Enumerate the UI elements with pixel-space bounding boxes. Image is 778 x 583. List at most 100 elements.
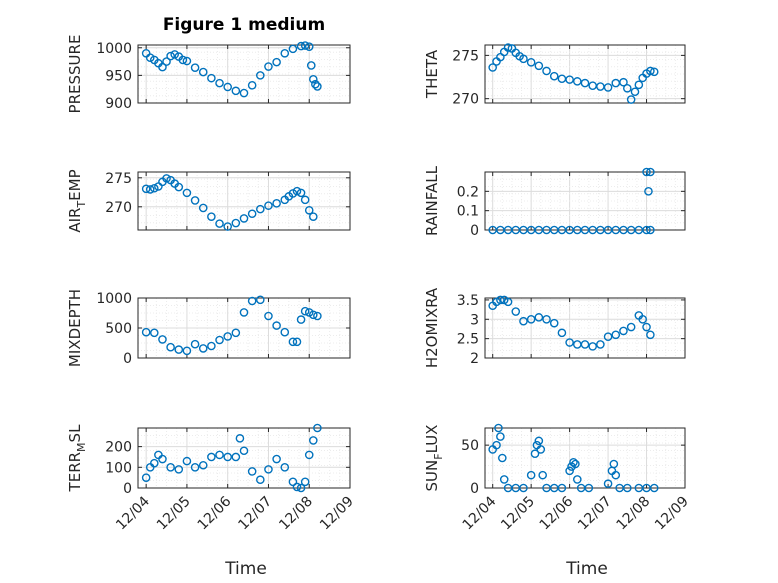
subplot-1: 900 950 1000 PRESSURE Figure 1 medium [66,15,351,113]
data-point [309,74,318,84]
data-point [174,182,184,192]
data-point [638,314,647,324]
data-point [309,436,318,445]
data-point [611,470,621,480]
data-point [584,483,594,493]
y-tick-label: 0 [123,481,132,497]
data-point [300,477,310,487]
data-point [272,454,281,464]
x-tick-label: 12/07 [575,494,615,534]
data-point [630,87,640,97]
data-point [288,44,298,54]
x-tick-label: 12/09 [652,494,692,534]
y-tick-label: 3 [470,312,479,328]
data-point [280,48,290,58]
data-point [542,66,551,76]
data-point [145,53,155,63]
data-series [488,295,655,351]
data-point [580,340,590,349]
y-tick-label: 0 [470,223,479,239]
data-point [272,321,281,330]
data-point [611,330,621,340]
data-point [488,63,497,72]
data-point [309,212,318,221]
data-point [646,225,655,235]
data-point [170,50,179,59]
data-point [498,453,507,463]
data-point [166,342,175,352]
data-point [503,43,513,52]
data-point [239,88,249,98]
y-tick-label: 500 [105,321,132,337]
data-point [623,483,632,493]
data-point [292,186,302,196]
data-point [207,73,216,83]
data-point [231,328,241,338]
data-point [580,78,590,88]
data-point [162,174,171,183]
data-point [231,452,241,462]
y-tick-label: 0 [470,481,479,497]
data-point [207,212,216,221]
data-point [300,306,310,316]
data-point [256,71,265,80]
data-point [534,436,544,446]
x-tick-label: 12/05 [154,494,194,534]
data-point [296,315,306,324]
grid [138,297,351,359]
y-tick-label: 270 [105,200,132,216]
data-point [530,449,540,459]
grid [485,428,686,489]
data-point [642,322,651,332]
data-point [288,337,298,347]
y-tick-label: 900 [105,96,132,112]
y-tick-label: 2 [470,351,479,367]
y-axis-label: RAINFALL [423,165,441,236]
data-point [573,340,582,349]
data-point [182,456,192,466]
subplot-6: 2 2.5 3 3.5 H2OMIXRA [423,287,686,368]
data-point [534,61,544,71]
data-point [162,57,171,66]
data-series [488,423,659,493]
data-point [304,205,314,215]
data-point [256,204,265,214]
data-point [288,477,298,487]
data-point [596,82,605,91]
data-point [634,80,644,90]
y-tick-label: 50 [461,438,479,454]
data-point [623,83,632,93]
data-point [223,332,232,341]
data-point [603,479,613,489]
data-point [207,341,216,351]
x-tick-label: 12/05 [498,494,538,534]
data-point [649,67,659,77]
data-point [264,201,273,210]
data-point [231,86,241,96]
data-point [198,344,208,353]
data-point [503,297,513,307]
data-point [158,62,167,72]
x-axis-label: Time [565,559,608,579]
data-point [190,339,200,349]
y-tick-label: 1000 [96,291,132,307]
y-axis-label: MIXDEPTH [66,289,84,367]
data-point [646,66,655,76]
data-point [603,332,613,342]
axes-box [484,44,686,104]
y-tick-label: 0 [123,351,132,367]
data-point [644,187,653,196]
data-point [642,225,651,235]
data-point [557,328,567,338]
data-point [496,295,505,305]
subplot-7: 0 100 200 TERRMSL 12/04 12/05 12/06 12/07 12/08 1… [66,423,357,579]
data-point [542,314,551,324]
y-tick-label: 275 [452,48,479,64]
data-point [215,219,224,228]
data-point [526,470,536,480]
data-point [526,314,536,324]
data-point [313,311,322,321]
data-point [141,184,151,194]
subplot-8: 0 50 SUNFLUX 12/0412/0512/0612/0712/0812/09… [423,423,692,579]
